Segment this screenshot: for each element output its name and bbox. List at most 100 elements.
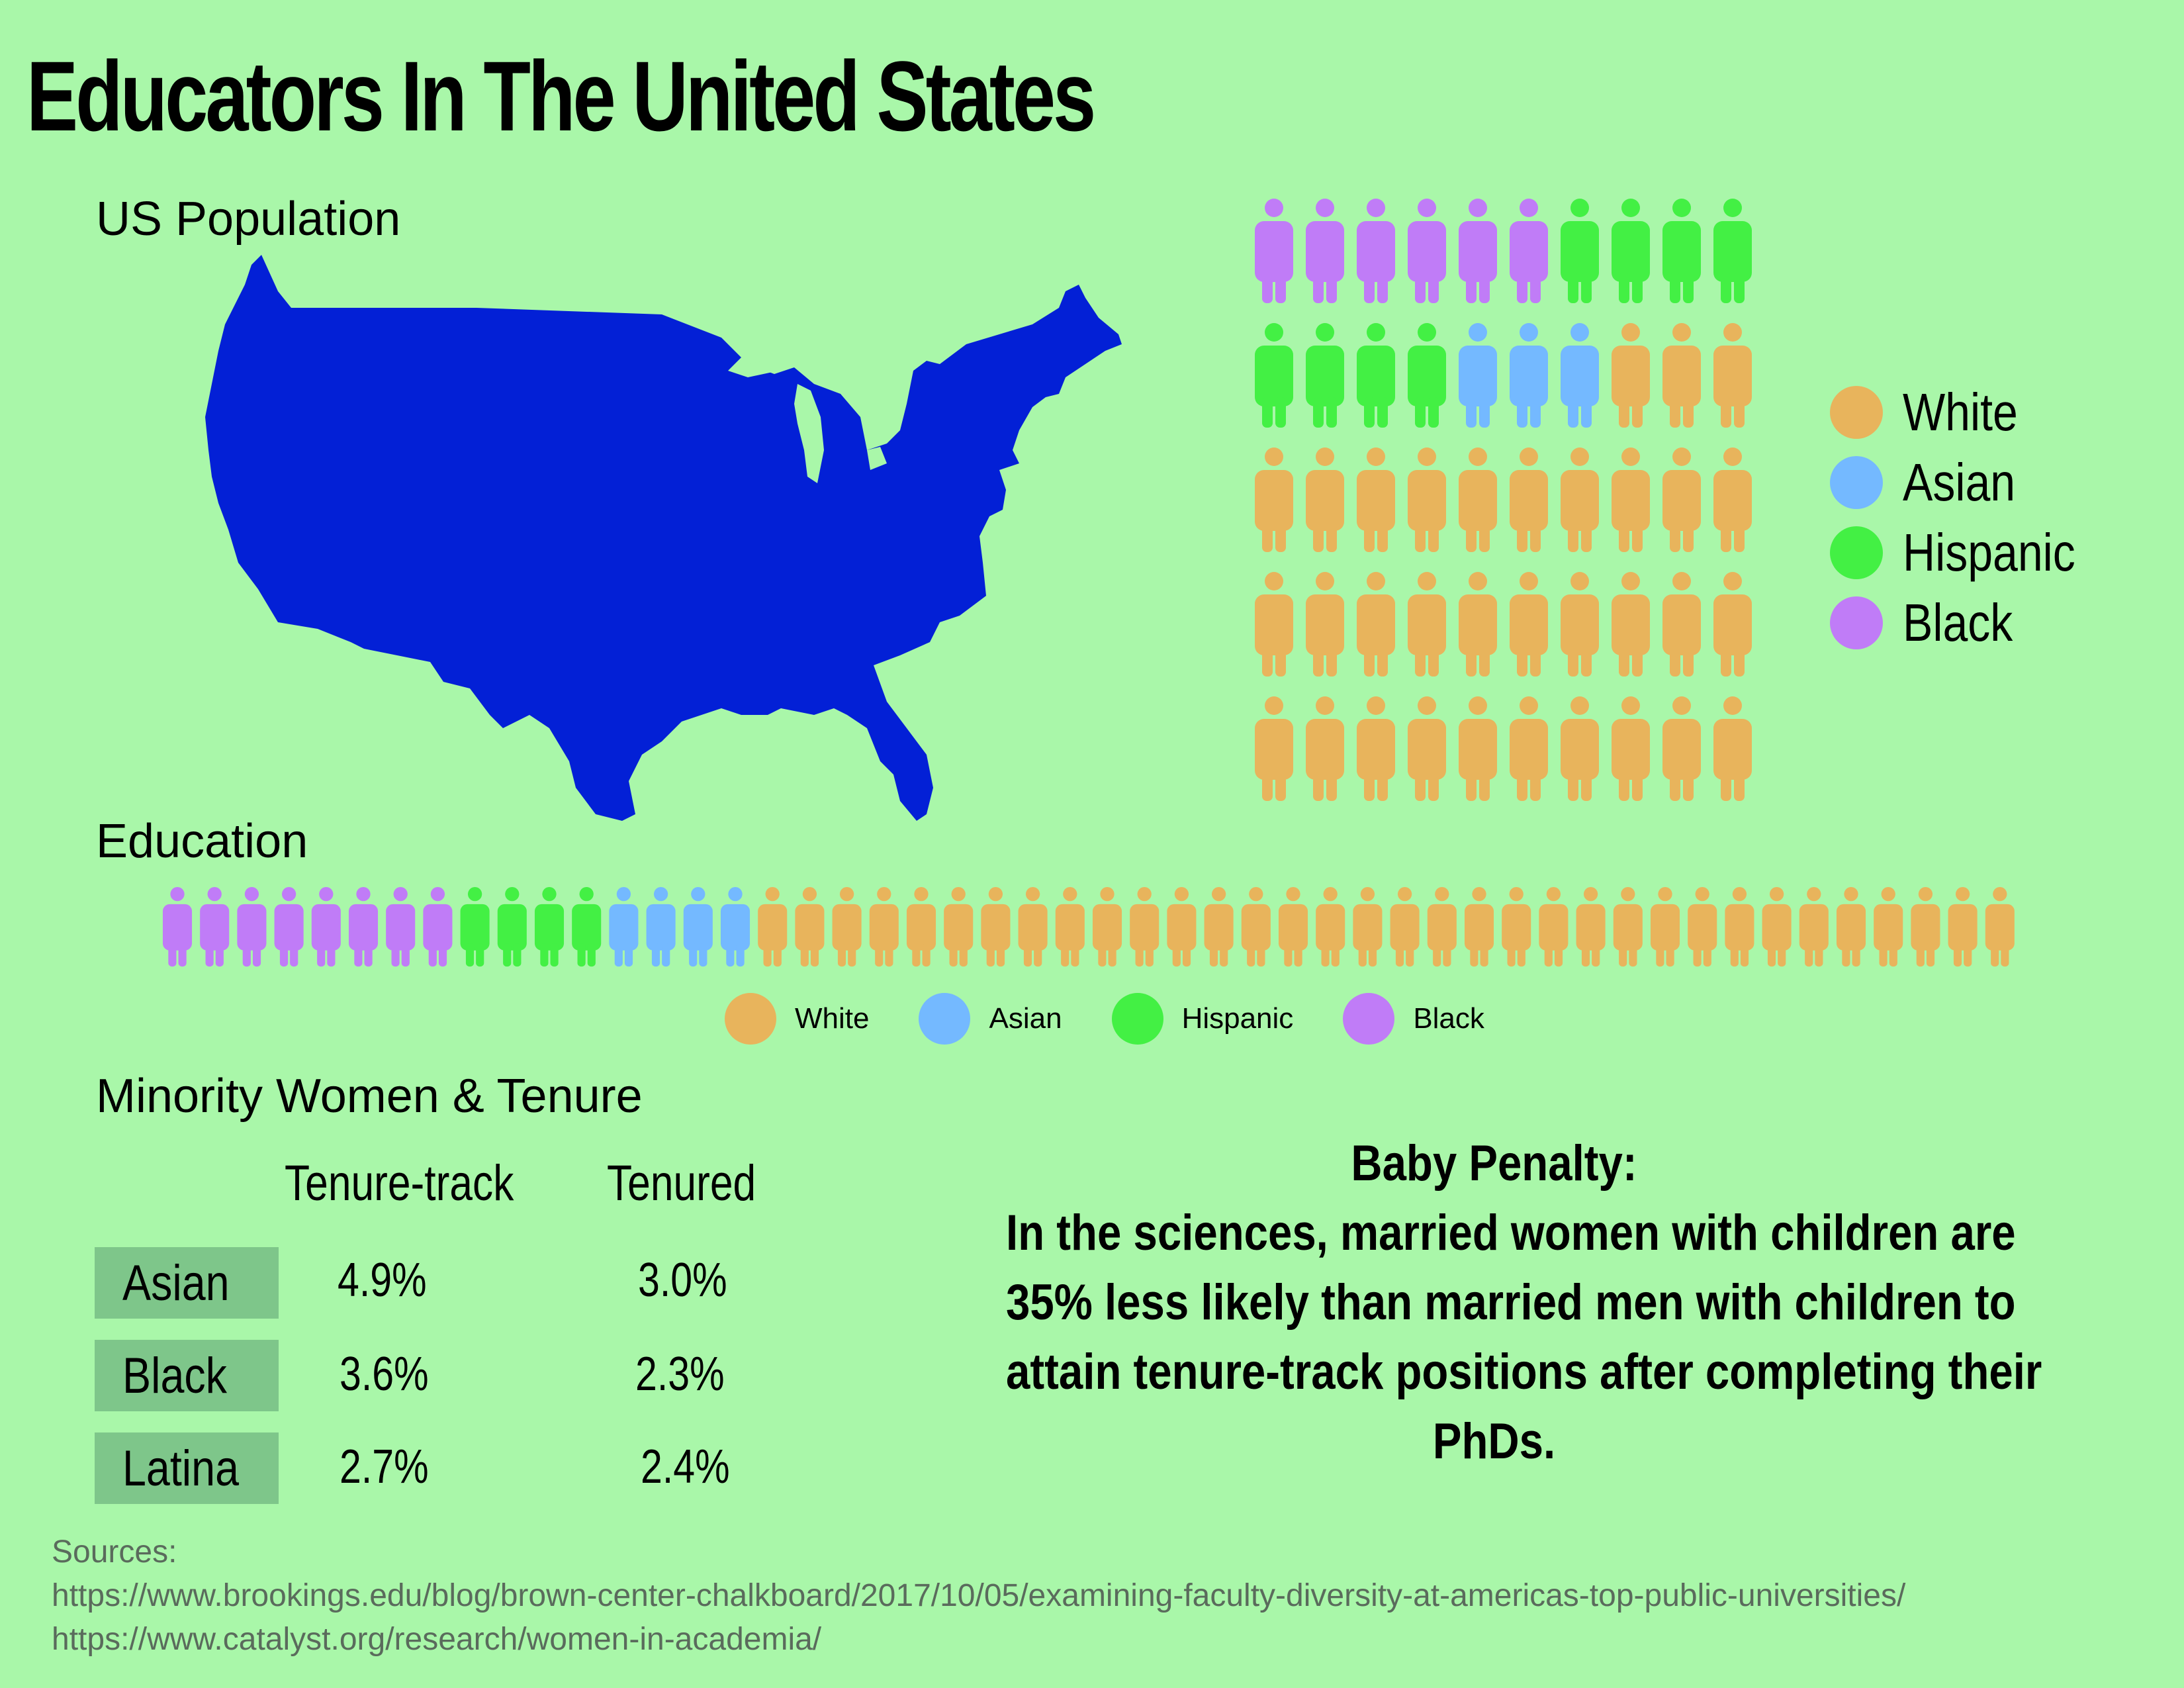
us-population-legend: White Asian Hispanic Black — [1830, 377, 2106, 658]
person-icon — [274, 887, 304, 967]
tenure-heading: Minority Women & Tenure — [96, 1070, 643, 1123]
person-icon — [1408, 199, 1446, 303]
person-icon — [1799, 887, 1829, 967]
education-people-row — [162, 887, 2015, 967]
person-icon — [1836, 887, 1866, 967]
cell-tenure-track: 2.7% — [340, 1440, 429, 1493]
person-icon — [1092, 887, 1122, 967]
person-icon — [1713, 323, 1752, 428]
person-icon — [1561, 323, 1599, 428]
person-icon — [1612, 696, 1650, 801]
black-dot-icon — [1830, 596, 1883, 649]
legend-label: Hispanic — [1181, 1002, 1294, 1035]
person-icon — [1713, 572, 1752, 677]
person-icon — [1612, 199, 1650, 303]
baby-penalty-text: attain tenure-track positions after comp… — [1006, 1344, 2042, 1400]
person-icon — [832, 887, 862, 967]
legend-label: Hispanic — [1903, 523, 2075, 582]
person-icon — [1874, 887, 1903, 967]
person-icon — [1306, 199, 1344, 303]
person-icon — [1255, 199, 1293, 303]
person-icon — [1255, 447, 1293, 552]
person-icon — [534, 887, 565, 967]
person-icon — [1948, 887, 1978, 967]
person-icon — [1204, 887, 1234, 967]
person-icon — [162, 887, 193, 967]
person-icon — [1650, 887, 1680, 967]
person-icon — [1255, 323, 1293, 428]
person-icon — [1612, 572, 1650, 677]
person-icon — [1459, 199, 1497, 303]
person-icon — [944, 887, 974, 967]
person-icon — [1278, 887, 1308, 967]
person-icon — [1464, 887, 1494, 967]
person-icon — [1662, 199, 1701, 303]
person-icon — [386, 887, 416, 967]
legend-item-asian: Asian — [919, 993, 1062, 1045]
legend-item-black: Black — [1343, 993, 1484, 1045]
person-icon — [1662, 323, 1701, 428]
baby-penalty-text: 35% less likely than married men with ch… — [1006, 1274, 2016, 1331]
person-icon — [1725, 887, 1754, 967]
person-icon — [609, 887, 639, 967]
person-icon — [1613, 887, 1643, 967]
white-dot-icon — [1830, 386, 1883, 439]
column-header-tenure-track: Tenure-track — [285, 1155, 514, 1211]
legend-item-white: White — [725, 993, 869, 1045]
legend-label: Black — [1413, 1002, 1484, 1035]
asian-dot-icon — [1830, 456, 1883, 509]
person-icon — [423, 887, 453, 967]
person-icon — [311, 887, 341, 967]
person-icon — [200, 887, 230, 967]
person-icon — [758, 887, 788, 967]
education-legend: White Asian Hispanic Black — [725, 993, 1534, 1045]
hispanic-dot-icon — [1111, 993, 1163, 1045]
person-icon — [1130, 887, 1160, 967]
sources: Sources: https://www.brookings.edu/blog/… — [52, 1530, 1905, 1662]
person-icon — [1510, 199, 1548, 303]
person-icon — [1408, 696, 1446, 801]
person-icon — [1985, 887, 2015, 967]
person-icon — [1306, 572, 1344, 677]
legend-label: White — [795, 1002, 870, 1035]
person-icon — [1561, 199, 1599, 303]
person-icon — [1911, 887, 1940, 967]
person-icon — [1306, 323, 1344, 428]
person-icon — [1390, 887, 1420, 967]
person-icon — [1408, 323, 1446, 428]
person-icon — [1357, 696, 1395, 801]
person-icon — [1306, 696, 1344, 801]
person-icon — [1459, 696, 1497, 801]
cell-tenure-track: 3.6% — [340, 1348, 429, 1401]
source-link[interactable]: https://www.catalyst.org/research/women-… — [52, 1622, 822, 1657]
baby-penalty-heading: Baby Penalty: — [1351, 1135, 1637, 1192]
person-icon — [981, 887, 1011, 967]
person-icon — [1688, 887, 1717, 967]
legend-item-hispanic: Hispanic — [1111, 993, 1294, 1045]
column-header-tenured: Tenured — [607, 1155, 756, 1211]
legend-label: Black — [1903, 593, 2013, 652]
education-heading: Education — [96, 815, 308, 868]
person-icon — [1408, 447, 1446, 552]
person-icon — [1459, 572, 1497, 677]
source-link[interactable]: https://www.brookings.edu/blog/brown-cen… — [52, 1578, 1906, 1613]
cell-tenured: 2.4% — [641, 1440, 730, 1493]
person-icon — [1427, 887, 1457, 967]
person-icon — [1561, 696, 1599, 801]
person-icon — [1459, 447, 1497, 552]
white-dot-icon — [725, 993, 776, 1045]
person-icon — [906, 887, 936, 967]
person-icon — [1357, 323, 1395, 428]
person-icon — [1306, 447, 1344, 552]
person-icon — [1055, 887, 1085, 967]
person-icon — [1762, 887, 1792, 967]
person-icon — [1510, 323, 1548, 428]
us-population-people-grid — [1255, 199, 1752, 801]
person-icon — [1408, 572, 1446, 677]
person-icon — [720, 887, 751, 967]
person-icon — [1018, 887, 1048, 967]
person-icon — [1662, 696, 1701, 801]
person-icon — [1510, 572, 1548, 677]
baby-penalty-text: PhDs. — [1432, 1413, 1556, 1470]
row-label-text: Black — [122, 1347, 227, 1404]
